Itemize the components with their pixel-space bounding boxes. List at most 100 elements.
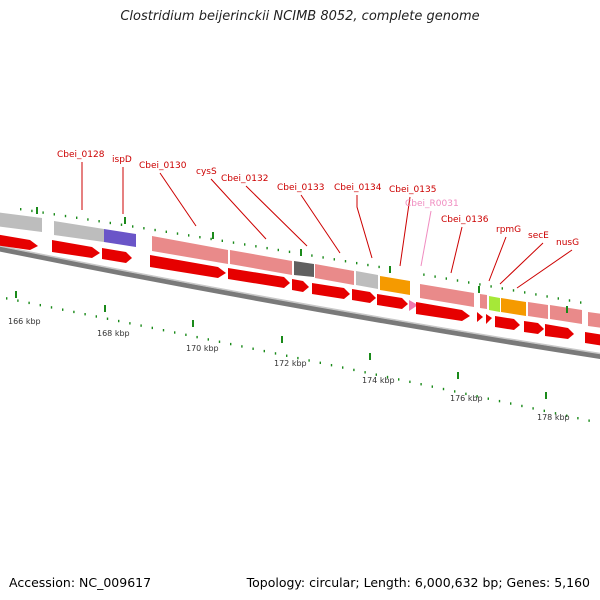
minor-tick: [50, 306, 53, 309]
minor-tick: [28, 301, 30, 305]
scale-label: 174 kbp: [362, 376, 395, 385]
leader-line: [516, 249, 573, 289]
rna-arrow: [409, 300, 418, 311]
outer-minor-tick: [53, 213, 55, 216]
feature-gray: [54, 221, 104, 242]
minor-tick: [532, 407, 534, 410]
outer-minor-tick: [344, 260, 347, 263]
minor-tick: [375, 373, 377, 376]
minor-tick: [6, 297, 8, 300]
minor-tick: [140, 324, 142, 327]
outer-minor-tick: [277, 248, 279, 252]
outer-minor-tick: [266, 246, 268, 250]
outer-minor-tick: [557, 297, 559, 300]
genome-summary-text: Topology: circular; Length: 6,000,632 bp…: [246, 575, 590, 590]
scale-label: 178 kbp: [537, 413, 570, 422]
minor-tick: [174, 331, 176, 334]
leader-line: [450, 226, 463, 274]
gene-label: cysS: [196, 167, 217, 177]
outer-minor-tick: [188, 234, 190, 237]
outer-minor-tick: [20, 208, 22, 211]
outer-minor-tick: [165, 230, 167, 234]
outer-minor-tick: [333, 258, 335, 261]
cds-arrow: [312, 283, 350, 299]
feature-Cbei-0132: [294, 261, 314, 277]
minor-tick: [241, 345, 243, 348]
feature-track: [0, 212, 600, 328]
feature-rpmG: [489, 296, 500, 312]
major-tick: [281, 336, 283, 343]
feature-secE: [501, 298, 526, 316]
outer-minor-tick: [535, 293, 537, 296]
feature-ispD: [104, 229, 136, 247]
outer-minor-tick: [378, 265, 380, 269]
outer-minor-tick: [154, 228, 156, 232]
minor-tick: [454, 390, 456, 393]
minor-tick: [465, 392, 467, 396]
minor-tick: [566, 414, 568, 417]
outer-minor-tick: [501, 287, 503, 290]
leader-line: [356, 195, 373, 259]
outer-minor-tick: [244, 243, 246, 246]
scale-label: 172 kbp: [274, 359, 307, 368]
minor-tick: [252, 347, 254, 350]
minor-tick: [308, 359, 310, 362]
scale-label: 166 kbp: [8, 317, 41, 326]
major-tick: [545, 392, 547, 399]
outer-minor-tick: [456, 279, 459, 282]
feature-Cbei-0135: [380, 276, 410, 295]
outer-minor-tick: [445, 277, 447, 280]
outer-minor-tick: [221, 239, 223, 243]
minor-tick: [17, 299, 19, 302]
cds-arrow: [524, 321, 544, 334]
cds-arrow: [52, 240, 100, 258]
outer-minor-tick: [288, 250, 291, 254]
minor-tick: [73, 310, 75, 314]
minor-tick: [118, 319, 120, 323]
cds-arrow: [585, 332, 600, 346]
gene-label: ispD: [112, 155, 132, 165]
outer-minor-tick: [109, 221, 111, 225]
leader-line: [300, 194, 341, 254]
major-tick: [15, 291, 17, 298]
scale-label: 176 kbp: [450, 394, 483, 403]
minor-tick: [543, 409, 545, 413]
minor-tick: [386, 375, 389, 379]
outer-minor-tick: [580, 301, 582, 304]
feature-small: [480, 294, 487, 309]
gene-label: Cbei_0135: [389, 185, 436, 195]
minor-tick: [342, 366, 344, 369]
outer-minor-tick: [87, 218, 89, 221]
outer-minor-tick: [255, 245, 257, 248]
minor-tick: [431, 385, 433, 388]
cds-arrow: [377, 294, 408, 309]
gene-labels: Cbei_0128 ispD Cbei_0130 cysS Cbei_0132 Cbei_…: [57, 150, 579, 248]
minor-tick: [588, 419, 590, 422]
minor-tick: [286, 354, 288, 357]
gene-label: nusG: [556, 238, 579, 248]
minor-tick: [151, 326, 153, 330]
minor-tick: [185, 333, 187, 337]
outer-minor-tick: [143, 227, 145, 230]
gene-label: Cbei_0130: [139, 161, 187, 171]
outer-minor-tick: [434, 275, 436, 278]
gene-label: Cbei_0134: [334, 183, 382, 193]
minor-tick: [230, 342, 232, 346]
minor-tick: [442, 387, 445, 391]
cds-arrow: [495, 316, 520, 330]
scale-label: 170 kbp: [186, 344, 219, 353]
outer-minor-tick: [176, 232, 179, 235]
gene-label: secE: [528, 231, 549, 241]
feature-Cbei-0133: [315, 264, 354, 285]
outer-minor-tick: [311, 254, 313, 257]
gene-label: rpmG: [496, 225, 521, 235]
leader-line: [488, 236, 507, 282]
cds-arrow: [0, 234, 38, 250]
outer-minor-tick: [64, 214, 67, 218]
outer-major-tick: [478, 286, 480, 293]
feature-small-2: [528, 302, 548, 319]
scale-label: 168 kbp: [97, 329, 130, 338]
outer-minor-tick: [468, 281, 470, 284]
outer-minor-tick: [367, 263, 369, 267]
feature-nusG: [550, 305, 582, 324]
